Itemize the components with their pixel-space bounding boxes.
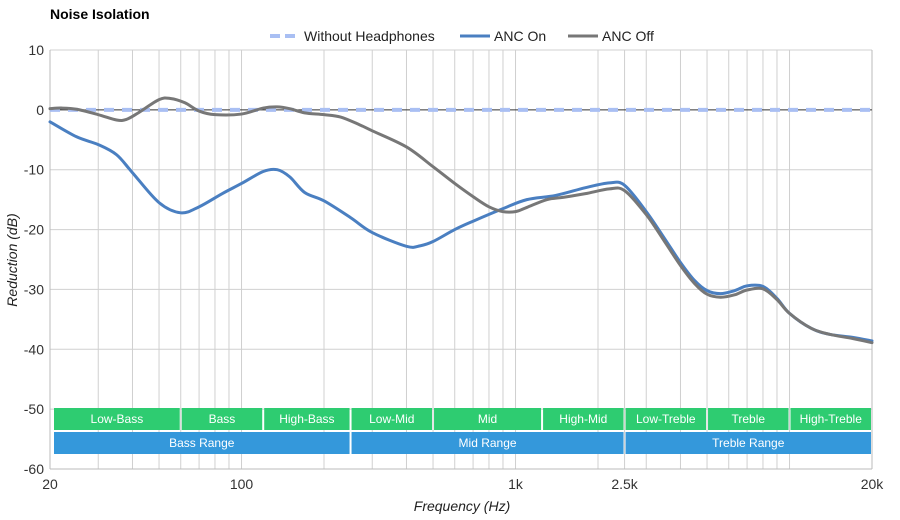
- x-tick-label: 1k: [508, 476, 524, 492]
- band-bass-range: [54, 432, 350, 454]
- legend: Without Headphones ANC On ANC Off: [270, 28, 654, 44]
- band-label: Low-Mid: [369, 412, 414, 426]
- y-tick-label: -10: [24, 162, 44, 178]
- x-tick-label: 100: [230, 476, 254, 492]
- band-low-treble: [625, 408, 707, 430]
- band-bass: [181, 408, 263, 430]
- x-axis-label: Frequency (Hz): [414, 498, 510, 514]
- band-label: Mid Range: [459, 436, 517, 450]
- chart-title: Noise Isolation: [50, 6, 150, 22]
- x-tick-label: 20k: [861, 476, 885, 492]
- series-line-anc-off: [48, 96, 874, 345]
- band-label: Low-Treble: [636, 412, 696, 426]
- y-tick-label: -50: [24, 401, 44, 417]
- band-label: Bass Range: [169, 436, 235, 450]
- x-tick-label: 2.5k: [611, 476, 638, 492]
- y-tick-label: -30: [24, 281, 44, 297]
- legend-label: ANC On: [494, 28, 546, 44]
- band-label: Treble: [731, 412, 765, 426]
- band-label: High-Mid: [559, 412, 607, 426]
- legend-label: ANC Off: [602, 28, 654, 44]
- grid: [49, 49, 873, 470]
- band-mid: [434, 408, 542, 430]
- y-tick-label: -20: [24, 222, 44, 238]
- band-label: High-Treble: [800, 412, 863, 426]
- band-mid-range: [351, 432, 624, 454]
- band-high-treble: [790, 408, 871, 430]
- band-low-bass: [54, 408, 180, 430]
- legend-label: Without Headphones: [304, 28, 435, 44]
- y-tick-label: -60: [24, 461, 44, 477]
- y-tick-label: -40: [24, 341, 44, 357]
- band-label: Bass: [209, 412, 236, 426]
- band-treble-range: [625, 432, 871, 454]
- y-tick-label: 0: [36, 102, 44, 118]
- band-label: Treble Range: [712, 436, 785, 450]
- band-high-mid: [543, 408, 624, 430]
- y-axis-label: Reduction (dB): [4, 213, 20, 306]
- series-line-anc-on: [48, 120, 874, 343]
- series-lines: [48, 96, 874, 345]
- frequency-bands: Low-Bass Bass High-Bass Low-Mid Mid High-Mid L…: [54, 408, 871, 454]
- y-tick-label: 10: [28, 42, 44, 58]
- band-high-bass: [264, 408, 350, 430]
- band-low-mid: [351, 408, 433, 430]
- band-label: High-Bass: [279, 412, 334, 426]
- band-treble: [708, 408, 789, 430]
- x-tick-label: 20: [42, 476, 58, 492]
- band-label: Mid: [478, 412, 497, 426]
- band-label: Low-Bass: [91, 412, 144, 426]
